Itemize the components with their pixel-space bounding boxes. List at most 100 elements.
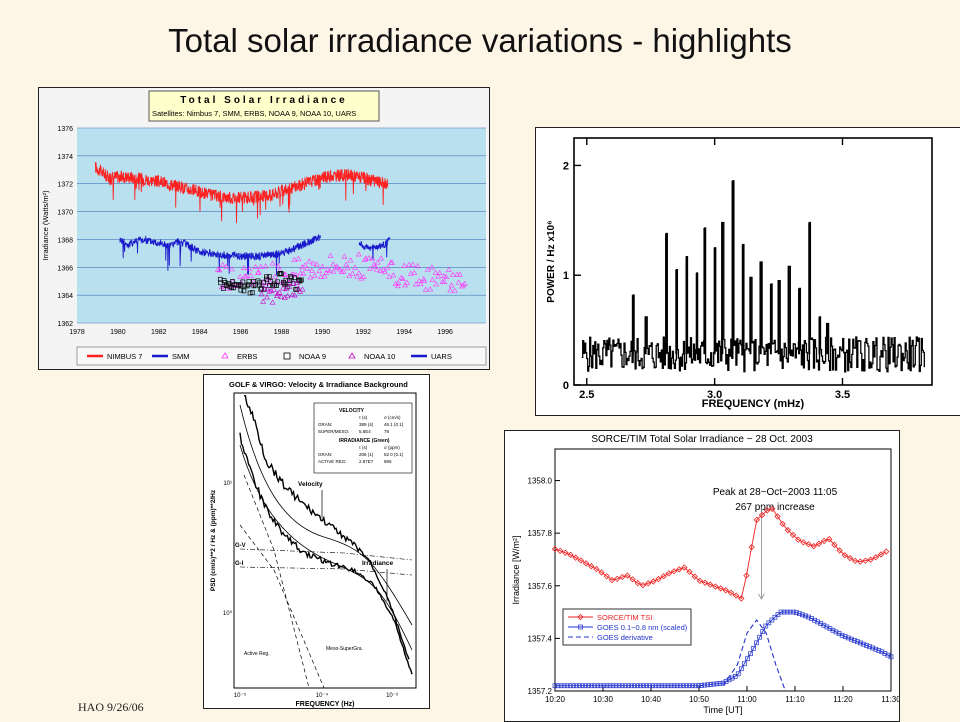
sorce-tsi-point — [784, 527, 792, 534]
sorce-goes-point — [876, 648, 882, 653]
tsi-legend-label: SMM — [172, 352, 190, 361]
tsi-point — [246, 266, 253, 272]
tsi-point — [341, 253, 348, 259]
tsi-point — [266, 288, 273, 294]
tsi-point — [355, 251, 362, 257]
sorce-goes-point — [769, 617, 775, 623]
tsi-y-tick-label: 1364 — [57, 293, 73, 300]
sorce-goes-point — [800, 612, 805, 618]
sorce-goes-point — [858, 640, 863, 646]
sorce-goes-point — [748, 651, 753, 657]
sorce-goes-point — [772, 614, 778, 620]
tsi-point — [281, 294, 288, 300]
power-y-tick-label: 2 — [563, 160, 569, 172]
tsi-point — [340, 268, 347, 274]
tsi-point — [369, 255, 376, 261]
sorce-x-tick-label: 10:30 — [593, 695, 614, 704]
tsi-point — [294, 279, 300, 285]
tsi-point — [429, 264, 435, 270]
tsi-point — [412, 281, 419, 287]
sorce-frame — [554, 448, 892, 692]
sorce-legend-marker-goes — [578, 624, 583, 630]
psd-irradiance-fit — [239, 444, 413, 651]
sorce-annotation-increase: 267 ppm increase — [735, 502, 815, 513]
tsi-point — [295, 285, 302, 291]
sorce-goes-point — [848, 636, 854, 642]
power-x-axis-label: FREQUENCY (mHz) — [702, 398, 805, 410]
tsi-point — [299, 286, 306, 292]
sorce-tsi-point — [624, 572, 631, 579]
tsi-series-noaa-9 — [217, 271, 304, 296]
tsi-y-tick-label: 1376 — [57, 126, 73, 133]
tsi-point — [313, 261, 320, 267]
tsi-point — [264, 276, 269, 282]
tsi-x-tick-label: 1992 — [356, 329, 372, 336]
tsi-point — [394, 282, 401, 289]
tsi-series-nimbus-7 — [94, 162, 389, 224]
sorce-tsi-point — [774, 513, 781, 520]
tsi-point — [279, 271, 284, 277]
sorce-x-tick-label: 11:30 — [881, 695, 899, 704]
tsi-point — [260, 298, 267, 304]
tsi-point — [249, 290, 255, 295]
tsi-point — [404, 279, 410, 285]
power-spectrum-panel: 2.5 3.0 3.5 0 1 2 FREQUENCY (mHz) POWER / Hz x1… — [535, 127, 960, 416]
tsi-point — [268, 287, 275, 294]
tsi-point — [216, 267, 223, 273]
tsi-point — [291, 292, 298, 298]
psd-y-axis-label: PSD (cm/s)**2 / Hz & (ppm)**2/Hz — [210, 489, 217, 591]
tsi-point — [443, 273, 450, 279]
tsi-point — [251, 283, 257, 289]
tsi-plot-area — [77, 128, 486, 323]
tsi-x-tick-label: 1994 — [396, 329, 412, 336]
tsi-point — [326, 267, 333, 274]
tsi-point — [307, 274, 314, 280]
psd-table-cell: GRAN: — [318, 452, 332, 457]
sorce-tsi-point — [857, 558, 864, 565]
tsi-point — [372, 263, 378, 269]
tsi-legend-label: NIMBUS 7 — [107, 352, 142, 361]
tsi-x-tick-label: 1984 — [192, 329, 208, 336]
psd-table-cell: ACTIVE REG: — [318, 459, 347, 464]
sorce-x-tick-label: 10:20 — [545, 695, 566, 704]
sorce-tsi-point — [691, 573, 698, 580]
tsi-point — [432, 269, 439, 275]
tsi-point — [230, 279, 235, 284]
psd-table-box — [313, 402, 413, 474]
sorce-goes-point — [797, 611, 802, 617]
tsi-point — [248, 272, 254, 278]
tsi-point — [416, 277, 423, 284]
tsi-point — [258, 291, 265, 297]
sorce-goes-point — [757, 634, 763, 640]
tsi-point — [302, 262, 309, 268]
golf-virgo-panel: GOLF & VIRGO: Velocity & Irradiance Back… — [203, 374, 430, 709]
tsi-y-tick-label: 1372 — [57, 182, 73, 189]
tsi-point — [266, 274, 272, 279]
tsi-point — [316, 267, 323, 274]
sorce-goes-point — [864, 643, 869, 648]
tsi-x-tick-label: 1978 — [69, 329, 85, 336]
golf-virgo-chart: GOLF & VIRGO: Velocity & Irradiance Back… — [210, 380, 417, 708]
tsi-point — [219, 261, 226, 267]
tsi-point — [304, 265, 311, 271]
psd-table-heading: IRRADIANCE (Green) — [339, 438, 390, 444]
sorce-x-tick-label: 11:20 — [833, 695, 853, 704]
tsi-point — [264, 286, 271, 292]
sorce-tsi-point — [862, 557, 869, 564]
sorce-tsi-point — [681, 564, 688, 571]
sorce-y-tick-label: 1358.0 — [528, 477, 553, 486]
tsi-x-tick-label: 1996 — [437, 329, 453, 336]
sorce-tsi-point — [753, 516, 760, 523]
tsi-point — [337, 266, 343, 272]
sorce-x-tick-label: 10:50 — [689, 695, 710, 704]
power-x-tick-label: 3.0 — [707, 389, 722, 401]
power-y-tick-label: 1 — [563, 270, 569, 282]
sorce-goes-point — [839, 632, 845, 638]
sorce-title: SORCE/TIM Total Solar Irradiance − 28 Oc… — [591, 434, 813, 445]
psd-gv-line — [239, 548, 413, 561]
sorce-legend-marker-tsi — [577, 613, 584, 621]
tsi-point — [436, 269, 443, 275]
tsi-point — [349, 270, 356, 276]
tsi-point — [386, 273, 393, 279]
tsi-point — [354, 273, 361, 279]
